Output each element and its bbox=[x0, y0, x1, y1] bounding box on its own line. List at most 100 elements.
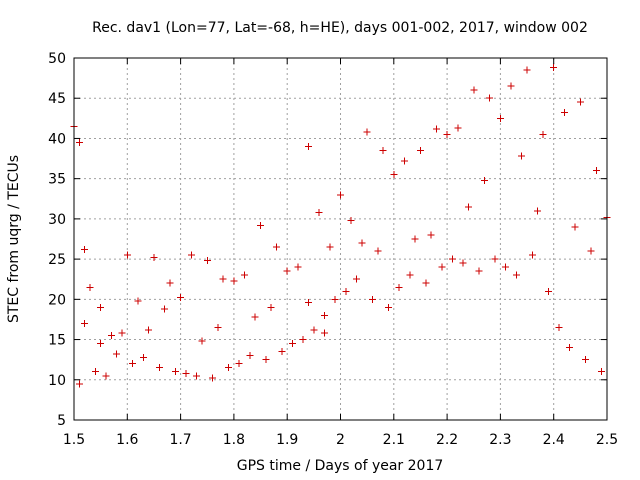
data-point bbox=[544, 287, 552, 295]
data-point bbox=[374, 247, 382, 255]
data-point bbox=[416, 147, 424, 155]
data-point bbox=[145, 326, 153, 334]
data-point bbox=[326, 243, 334, 251]
y-tick-label: 20 bbox=[48, 292, 66, 308]
data-point bbox=[507, 82, 515, 90]
data-point bbox=[214, 323, 222, 331]
y-tick-labels: 5 10 15 20 25 30 35 40 45 50 bbox=[48, 51, 66, 429]
data-point bbox=[81, 245, 89, 253]
x-tick-label: 1.8 bbox=[223, 432, 245, 448]
data-point bbox=[230, 277, 238, 285]
data-point bbox=[113, 350, 121, 358]
data-point bbox=[379, 147, 387, 155]
data-point bbox=[443, 130, 451, 138]
data-point bbox=[134, 297, 142, 305]
data-point bbox=[321, 329, 329, 337]
data-point bbox=[155, 364, 163, 372]
data-point bbox=[283, 267, 291, 275]
y-tick-label: 10 bbox=[48, 373, 66, 389]
data-point bbox=[235, 360, 243, 368]
data-point bbox=[305, 142, 313, 150]
data-point bbox=[177, 294, 185, 302]
data-point bbox=[97, 303, 105, 311]
data-point bbox=[171, 368, 179, 376]
data-point bbox=[219, 275, 227, 283]
data-point bbox=[225, 364, 233, 372]
x-tick-label: 2.2 bbox=[436, 432, 458, 448]
data-point bbox=[321, 311, 329, 319]
x-tick-label: 2.4 bbox=[543, 432, 565, 448]
data-point bbox=[480, 176, 488, 184]
x-axis-label: GPS time / Days of year 2017 bbox=[237, 458, 444, 474]
data-point bbox=[294, 263, 302, 271]
data-point bbox=[289, 340, 297, 348]
x-tick-label: 1.9 bbox=[276, 432, 298, 448]
data-point bbox=[97, 340, 105, 348]
chart-title: Rec. dav1 (Lon=77, Lat=-68, h=HE), days … bbox=[92, 20, 588, 36]
data-point bbox=[491, 255, 499, 263]
data-point bbox=[470, 86, 478, 94]
data-point bbox=[512, 271, 520, 279]
y-tick-label: 30 bbox=[48, 212, 66, 228]
data-point bbox=[459, 259, 467, 267]
data-point bbox=[363, 128, 371, 136]
data-point bbox=[368, 295, 376, 303]
data-point bbox=[464, 203, 472, 211]
grid-lines bbox=[74, 58, 607, 420]
data-point bbox=[560, 109, 568, 117]
data-point bbox=[75, 138, 83, 146]
data-point bbox=[241, 271, 249, 279]
data-point bbox=[384, 303, 392, 311]
data-point bbox=[267, 303, 275, 311]
data-point bbox=[422, 279, 430, 287]
data-point bbox=[475, 267, 483, 275]
x-tick-label: 2.5 bbox=[596, 432, 618, 448]
data-point bbox=[400, 157, 408, 165]
x-tick-label: 2 bbox=[336, 432, 345, 448]
x-tick-label: 2.3 bbox=[489, 432, 511, 448]
data-point bbox=[139, 353, 147, 361]
data-point bbox=[262, 356, 270, 364]
data-point bbox=[150, 254, 158, 262]
data-point bbox=[448, 255, 456, 263]
data-point bbox=[129, 360, 137, 368]
data-point bbox=[257, 221, 265, 229]
plot-frame bbox=[73, 57, 608, 421]
data-point bbox=[182, 369, 190, 377]
data-point bbox=[161, 305, 169, 313]
data-point bbox=[102, 372, 110, 380]
data-point bbox=[438, 263, 446, 271]
data-point bbox=[347, 216, 355, 224]
data-points bbox=[70, 64, 611, 388]
data-point bbox=[390, 171, 398, 179]
y-tick-label: 15 bbox=[48, 333, 66, 349]
x-tick-labels: 1.5 1.6 1.7 1.8 1.9 2 2.1 2.2 2.3 2.4 2.5 bbox=[63, 432, 618, 448]
y-tick-label: 35 bbox=[48, 172, 66, 188]
y-tick-label: 25 bbox=[48, 252, 66, 268]
data-point bbox=[305, 299, 313, 307]
data-point bbox=[198, 337, 206, 345]
data-point bbox=[566, 344, 574, 352]
y-tick-label: 40 bbox=[48, 131, 66, 147]
x-tick-label: 1.5 bbox=[63, 432, 85, 448]
data-point bbox=[550, 64, 558, 72]
data-point bbox=[411, 235, 419, 243]
data-point bbox=[342, 287, 350, 295]
data-point bbox=[193, 372, 201, 380]
data-point bbox=[539, 130, 547, 138]
data-point bbox=[534, 207, 542, 215]
data-point bbox=[582, 356, 590, 364]
y-tick-label: 50 bbox=[48, 51, 66, 67]
x-tick-label: 1.7 bbox=[169, 432, 191, 448]
data-point bbox=[310, 326, 318, 334]
x-tick-label: 2.1 bbox=[383, 432, 405, 448]
data-point bbox=[592, 167, 600, 175]
data-point bbox=[187, 251, 195, 259]
data-point bbox=[496, 114, 504, 122]
data-point bbox=[86, 283, 94, 291]
data-point bbox=[427, 231, 435, 239]
data-point bbox=[406, 271, 414, 279]
y-tick-label: 45 bbox=[48, 91, 66, 107]
